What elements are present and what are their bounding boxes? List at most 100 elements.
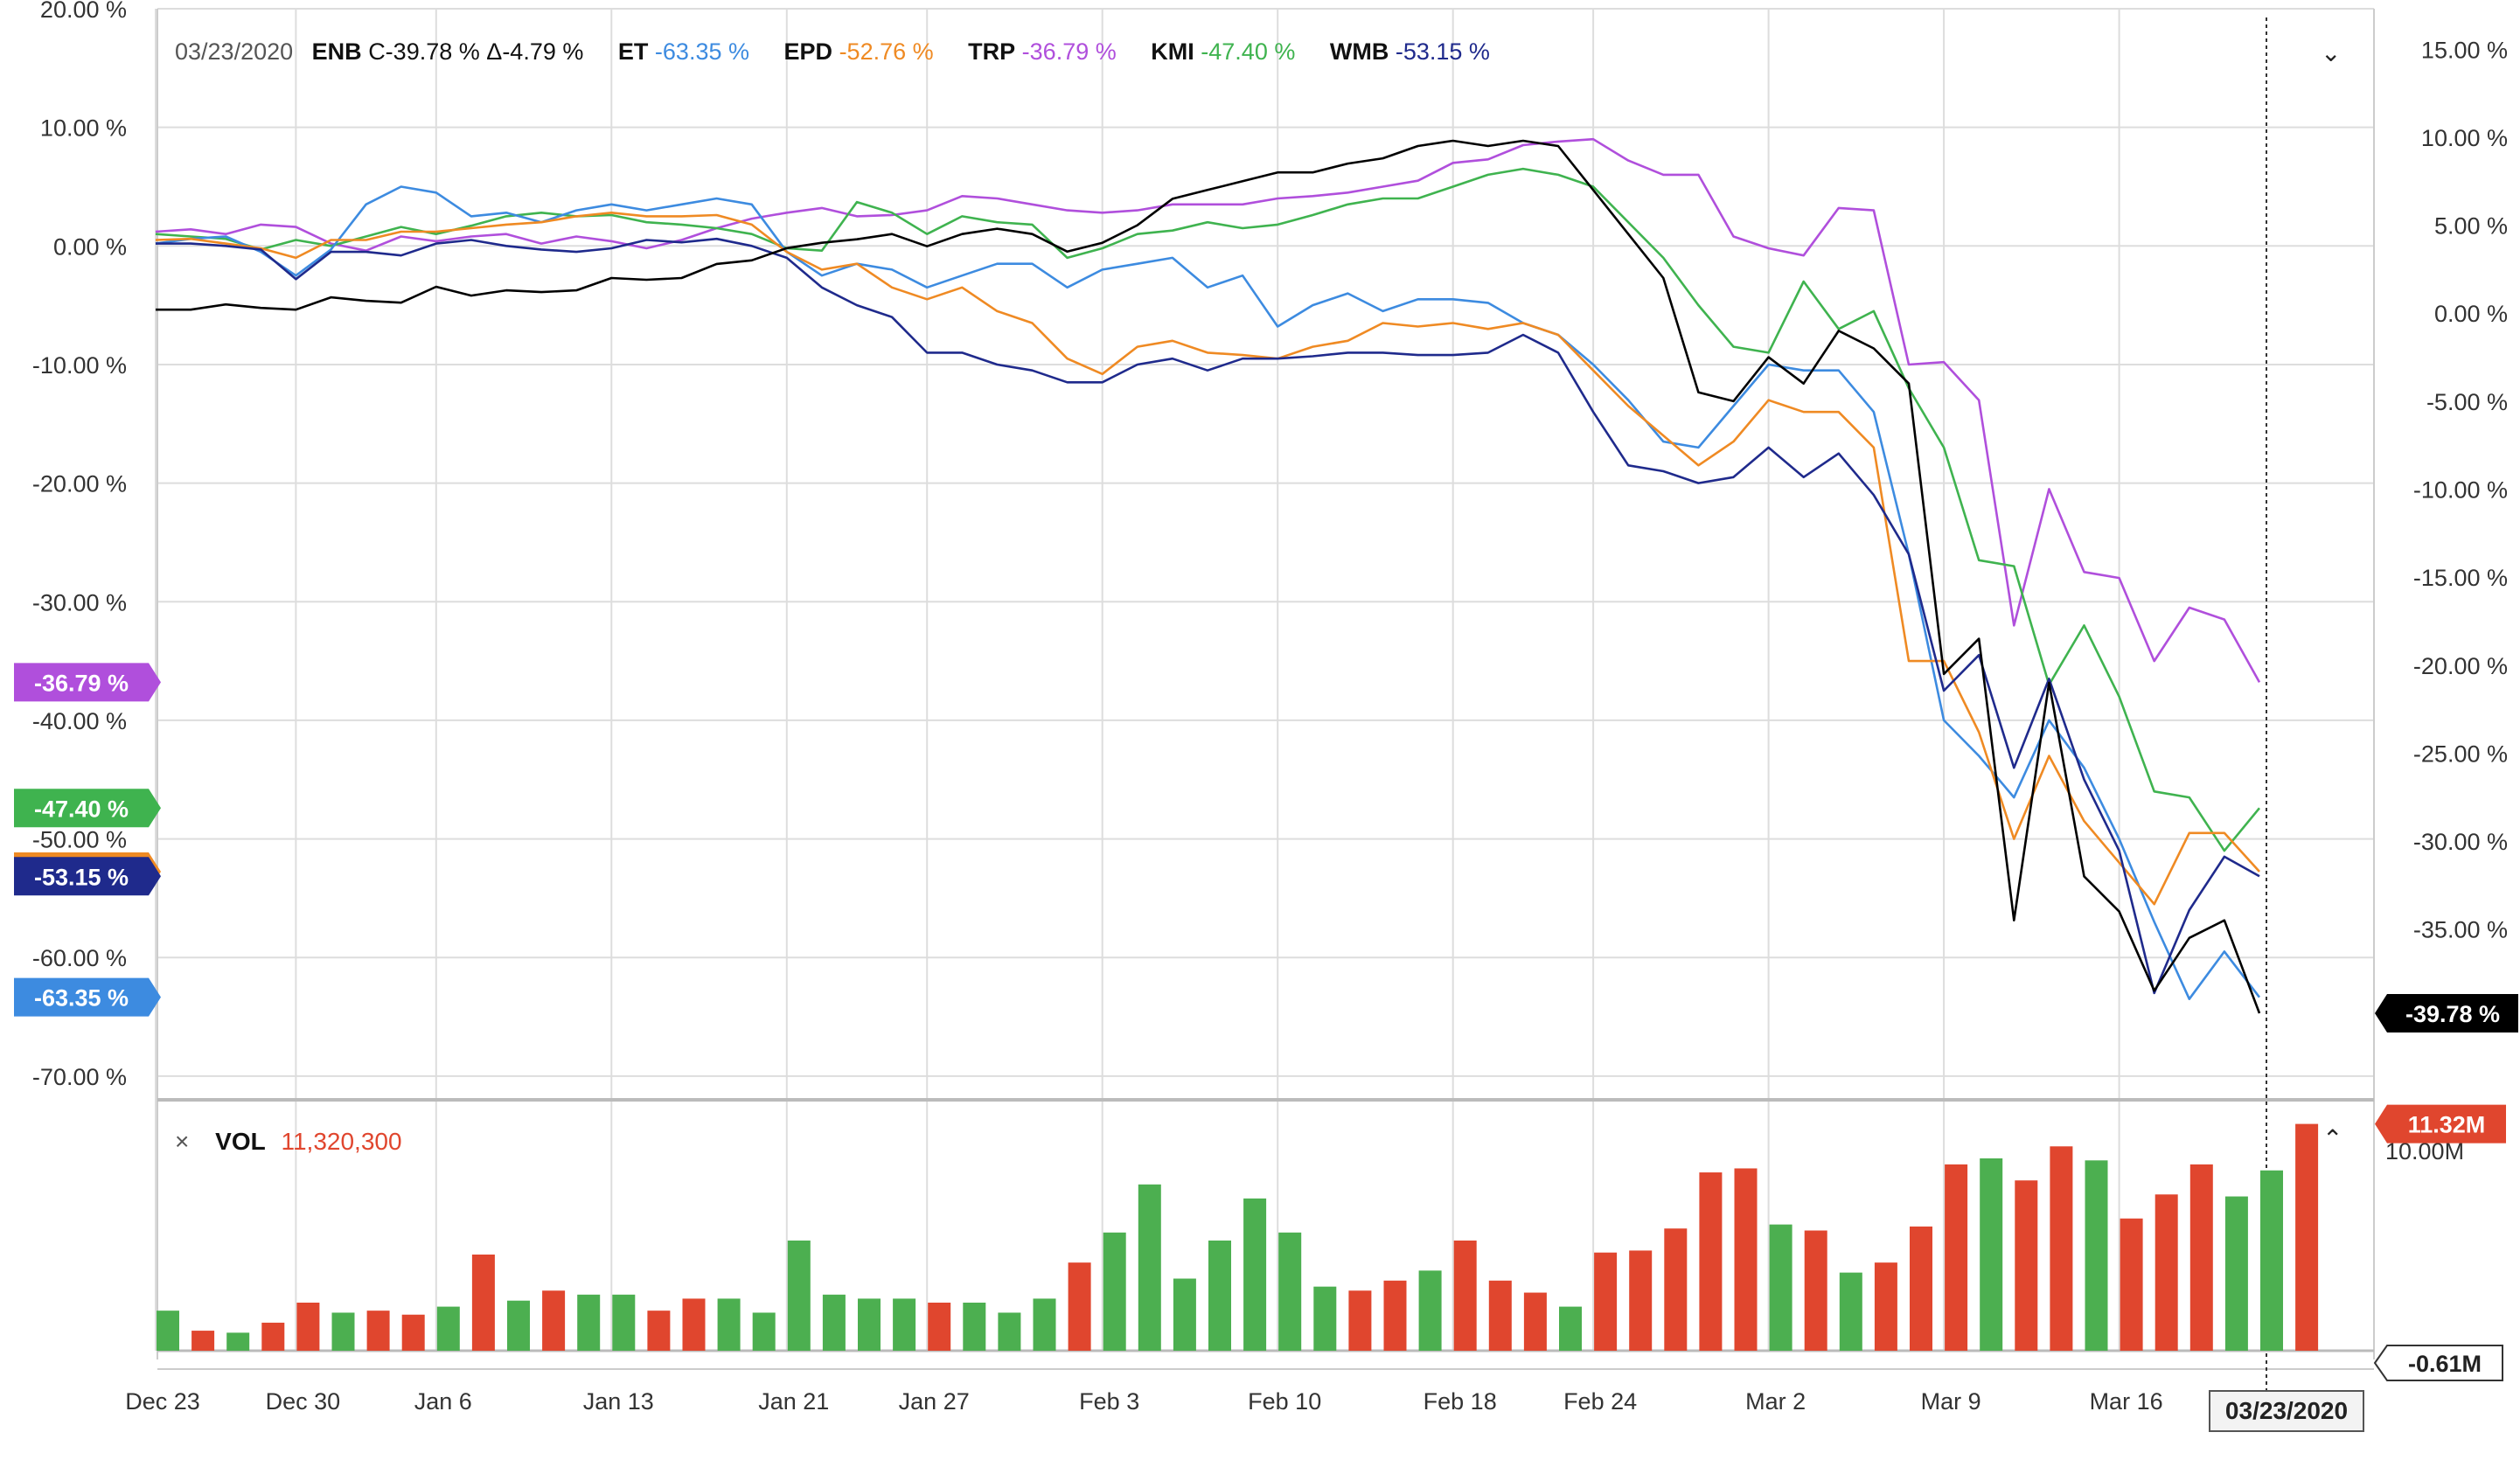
volume-bar	[261, 1322, 285, 1351]
current-date-label: 03/23/2020	[2209, 1390, 2364, 1432]
right-tick-label: -30.00 %	[2413, 829, 2508, 855]
marker-trp-label: -36.79 %	[34, 670, 129, 696]
series-line-enb	[156, 139, 2261, 1014]
legend-symbol-trp[interactable]: TRP	[968, 38, 1016, 65]
legend-value-epd: -52.76 %	[839, 38, 934, 65]
legend-symbol-epd[interactable]: EPD	[783, 38, 833, 65]
volume-bar	[296, 1303, 320, 1351]
x-tick-label: Mar 2	[1745, 1388, 1806, 1415]
volume-bar	[682, 1298, 706, 1351]
legend-value-et-text: -63.35 %	[654, 38, 749, 65]
legend-value-epd-text: -52.76 %	[839, 38, 934, 65]
left-tick-label: -50.00 %	[32, 827, 127, 853]
left-tick-label: -40.00 %	[32, 708, 127, 734]
marker-wmb-label: -53.15 %	[34, 864, 129, 890]
x-tick-label: Jan 6	[414, 1388, 472, 1415]
x-tick-label: Jan 27	[899, 1388, 970, 1415]
volume-bar	[1629, 1250, 1653, 1351]
volume-bar	[2224, 1196, 2248, 1351]
volume-bar	[542, 1290, 566, 1351]
marker-enb-label: -39.78 %	[2405, 1001, 2500, 1027]
volume-bar	[1173, 1278, 1196, 1351]
x-tick-label: Mar 9	[1921, 1388, 1981, 1415]
volume-bar	[1523, 1292, 1547, 1351]
chevron-down-icon[interactable]: ⌄	[2321, 39, 2342, 66]
volume-bar	[893, 1298, 916, 1351]
volume-bar	[1699, 1172, 1723, 1351]
close-icon[interactable]: ×	[175, 1128, 190, 1155]
volume-bar	[2085, 1160, 2108, 1351]
volume-bar	[1734, 1168, 1758, 1351]
volume-bar	[1488, 1280, 1512, 1351]
right-tick-label: -35.00 %	[2413, 917, 2508, 943]
volume-bar	[822, 1294, 846, 1351]
right-tick-label: 10.00 %	[2421, 125, 2508, 151]
marker-et-badge	[14, 977, 161, 1017]
volume-bar	[1313, 1286, 1337, 1351]
volume-bar	[1945, 1164, 1968, 1351]
marker-wmb-badge	[14, 857, 161, 896]
volume-bar	[2155, 1194, 2178, 1351]
volume-bar	[366, 1311, 390, 1351]
volume-bar	[2260, 1170, 2283, 1351]
legend-symbol-kmi[interactable]: KMI	[1151, 38, 1194, 65]
volume-legend: × VOL 11,320,300	[175, 1128, 402, 1156]
x-tick-label: Dec 30	[266, 1388, 341, 1415]
volume-bar	[858, 1298, 881, 1351]
volume-bar	[1068, 1262, 1091, 1351]
legend-date: 03/23/2020	[175, 38, 294, 65]
right-tick-label: 15.00 %	[2421, 37, 2508, 63]
series-lines	[155, 137, 2261, 1014]
right-tick-label: -5.00 %	[2426, 389, 2508, 415]
left-tick-label: 20.00 %	[40, 0, 127, 23]
legend-value-trp-text: -36.79 %	[1021, 38, 1117, 65]
left-tick-label: -20.00 %	[32, 471, 127, 497]
volume-bar	[1418, 1270, 1442, 1351]
left-tick-label: -70.00 %	[32, 1064, 127, 1090]
volume-bar	[1103, 1232, 1126, 1351]
legend-value-kmi: -47.40 %	[1201, 38, 1295, 65]
left-tick-label: -30.00 %	[32, 589, 127, 615]
legend-value-kmi-text: -47.40 %	[1201, 38, 1296, 65]
x-tick-label: Feb 10	[1248, 1388, 1321, 1415]
x-tick-label: Mar 16	[2090, 1388, 2163, 1415]
legend-symbol-enb[interactable]: ENB	[311, 38, 362, 65]
volume-bar	[1348, 1290, 1372, 1351]
left-tick-label: -10.00 %	[32, 352, 127, 379]
legend-value-wmb-text: -53.15 %	[1395, 38, 1490, 65]
marker-volume-label: 11.32M	[2408, 1112, 2486, 1138]
legend-value-et: -63.35 %	[655, 38, 749, 65]
volume-bar	[963, 1303, 986, 1351]
volume-bar	[401, 1314, 425, 1351]
series-line-trp	[155, 137, 2261, 684]
volume-bar	[1664, 1228, 1688, 1351]
x-tick-label: Dec 23	[125, 1388, 200, 1415]
volume-bar	[577, 1294, 601, 1351]
price-markers: -36.79 %-47.40 %-63.35 %-52.76 %-53.15 %…	[14, 663, 2518, 1381]
chevron-up-icon[interactable]: ⌃	[2322, 1125, 2343, 1152]
legend-value-enb-text: C-39.78 %	[368, 38, 480, 65]
volume-bar	[1208, 1240, 1231, 1351]
volume-bar	[191, 1331, 215, 1351]
volume-bar	[1769, 1224, 1793, 1351]
volume-bar	[1453, 1240, 1477, 1351]
volume-bar	[1559, 1306, 1582, 1351]
right-tick-label: -25.00 %	[2413, 740, 2508, 767]
volume-bar	[612, 1294, 636, 1351]
series-line-wmb	[156, 237, 2260, 995]
legend-symbol-et[interactable]: ET	[617, 38, 649, 65]
volume-bar	[1910, 1226, 1932, 1351]
volume-bar	[471, 1255, 495, 1351]
right-tick-label: -10.00 %	[2413, 477, 2508, 504]
legend-symbol-wmb[interactable]: WMB	[1329, 38, 1389, 65]
legend-value-enb: C-39.78 % Δ-4.79 %	[368, 38, 583, 65]
chart-legend: 03/23/2020 ENB C-39.78 % Δ-4.79 % ET -63…	[175, 38, 1490, 66]
volume-bar	[226, 1332, 250, 1351]
left-tick-label: -60.00 %	[32, 945, 127, 971]
volume-bar	[1138, 1184, 1161, 1351]
volume-bar	[2050, 1146, 2073, 1351]
volume-bars: 10.00M	[157, 1123, 2464, 1351]
volume-bar	[752, 1312, 776, 1351]
x-tick-label: Feb 24	[1563, 1388, 1637, 1415]
